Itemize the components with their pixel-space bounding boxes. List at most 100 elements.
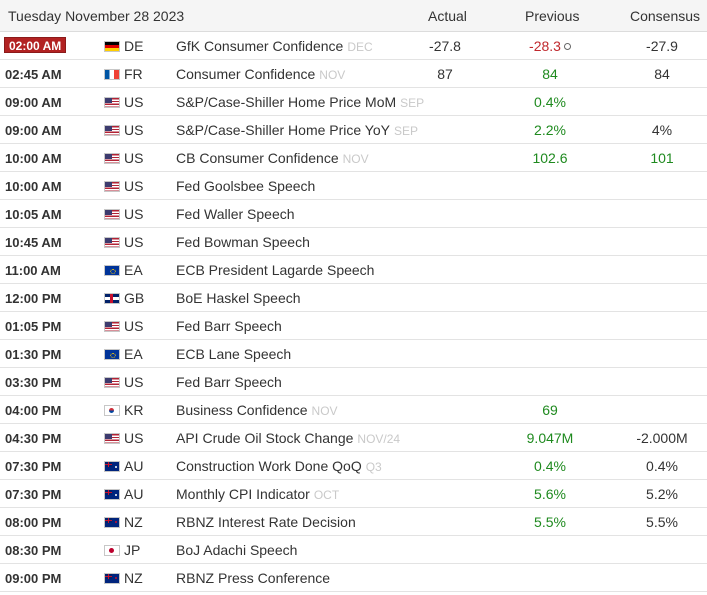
- event-name: Fed Goolsbee Speech: [176, 178, 316, 194]
- previous-value-text: 9.047M: [526, 430, 574, 446]
- event-time: 09:00 AM: [5, 95, 62, 110]
- event-name: RBNZ Interest Rate Decision: [176, 514, 356, 530]
- event-name-link[interactable]: CB Consumer Confidence NOV: [176, 150, 369, 166]
- event-name-link[interactable]: Fed Bowman Speech: [176, 234, 310, 250]
- event-country: US: [124, 94, 144, 110]
- us-flag-icon: [104, 377, 120, 388]
- event-country: US: [124, 150, 144, 166]
- revised-indicator-icon[interactable]: [563, 42, 571, 50]
- event-row[interactable]: 11:00 AM EA ECB President Lagarde Speech: [0, 256, 707, 284]
- event-row[interactable]: 01:30 PM EA ECB Lane Speech: [0, 340, 707, 368]
- event-name: CB Consumer Confidence: [176, 150, 339, 166]
- event-name-link[interactable]: S&P/Case-Shiller Home Price YoY SEP: [176, 122, 418, 138]
- column-header-consensus[interactable]: Consensus: [630, 8, 701, 24]
- event-previous-value: 9.047M: [510, 430, 590, 446]
- event-reference-period: Q3: [365, 460, 382, 474]
- event-row[interactable]: 10:00 AM US Fed Goolsbee Speech: [0, 172, 707, 200]
- consensus-value-text: 5.5%: [646, 514, 678, 530]
- event-name-link[interactable]: ECB Lane Speech: [176, 346, 291, 362]
- event-name-link[interactable]: API Crude Oil Stock Change NOV/24: [176, 430, 400, 446]
- event-name-link[interactable]: S&P/Case-Shiller Home Price MoM SEP: [176, 94, 424, 110]
- event-reference-period: NOV: [319, 68, 346, 82]
- event-previous-value: -28.3: [510, 38, 590, 54]
- consensus-value-text: 5.2%: [646, 486, 678, 502]
- us-flag-icon: [104, 237, 120, 248]
- event-consensus-value: 84: [622, 66, 702, 82]
- event-country: US: [124, 430, 144, 446]
- event-row[interactable]: 08:00 PM NZ RBNZ Interest Rate Decision 5.5…: [0, 508, 707, 536]
- actual-value-text: 87: [437, 66, 453, 82]
- event-row[interactable]: 07:30 PM AU Construction Work Done QoQ Q3 0.…: [0, 452, 707, 480]
- event-name: Consumer Confidence: [176, 66, 316, 82]
- event-time: 07:30 PM: [5, 487, 62, 502]
- event-name-link[interactable]: Fed Goolsbee Speech: [176, 178, 315, 194]
- previous-value-text: 69: [542, 402, 558, 418]
- event-row[interactable]: 02:45 AM FR Consumer Confidence NOV 87 84 84: [0, 60, 707, 88]
- column-header-previous[interactable]: Previous: [525, 8, 580, 24]
- event-row[interactable]: 02:00 AM DE GfK Consumer Confidence DEC -27.…: [0, 32, 707, 60]
- event-name-link[interactable]: Fed Barr Speech: [176, 318, 282, 334]
- event-name-link[interactable]: RBNZ Interest Rate Decision: [176, 514, 356, 530]
- event-country: AU: [124, 458, 144, 474]
- event-country: US: [124, 178, 144, 194]
- event-name-link[interactable]: GfK Consumer Confidence DEC: [176, 38, 373, 54]
- kr-flag-icon: [104, 405, 120, 416]
- consensus-value-text: 84: [654, 66, 670, 82]
- event-row[interactable]: 09:00 PM NZ RBNZ Press Conference: [0, 564, 707, 592]
- event-name-link[interactable]: Business Confidence NOV: [176, 402, 338, 418]
- event-name: Business Confidence: [176, 402, 308, 418]
- event-country: US: [124, 374, 144, 390]
- event-previous-value: 0.4%: [510, 94, 590, 110]
- event-name-link[interactable]: Monthly CPI Indicator OCT: [176, 486, 339, 502]
- event-row[interactable]: 10:00 AM US CB Consumer Confidence NOV 102.6…: [0, 144, 707, 172]
- event-row[interactable]: 09:00 AM US S&P/Case-Shiller Home Price Yo…: [0, 116, 707, 144]
- event-row[interactable]: 09:00 AM US S&P/Case-Shiller Home Price Mo…: [0, 88, 707, 116]
- event-name: API Crude Oil Stock Change: [176, 430, 354, 446]
- consensus-value-text: 4%: [651, 122, 673, 138]
- event-name-link[interactable]: Consumer Confidence NOV: [176, 66, 345, 82]
- column-header-actual[interactable]: Actual: [428, 8, 467, 24]
- event-country: NZ: [124, 570, 143, 586]
- jp-flag-icon: [104, 545, 120, 556]
- event-name-link[interactable]: BoJ Adachi Speech: [176, 542, 297, 558]
- event-row[interactable]: 04:30 PM US API Crude Oil Stock Change NOV/…: [0, 424, 707, 452]
- calendar-header: Tuesday November 28 2023 Actual Previous…: [0, 0, 707, 32]
- event-name-link[interactable]: Fed Waller Speech: [176, 206, 295, 222]
- event-time: 04:30 PM: [5, 431, 62, 446]
- fr-flag-icon: [104, 69, 120, 80]
- event-country: FR: [124, 66, 143, 82]
- event-consensus-value: -27.9: [622, 38, 702, 54]
- event-time: 12:00 PM: [5, 291, 62, 306]
- event-name: RBNZ Press Conference: [176, 570, 331, 586]
- event-name: S&P/Case-Shiller Home Price YoY: [176, 122, 390, 138]
- gb-flag-icon: [104, 293, 120, 304]
- event-country: EA: [124, 346, 143, 362]
- event-row[interactable]: 10:45 AM US Fed Bowman Speech: [0, 228, 707, 256]
- ea-flag-icon: [104, 349, 120, 360]
- event-country: NZ: [124, 514, 143, 530]
- event-name-link[interactable]: RBNZ Press Conference: [176, 570, 330, 586]
- event-name-link[interactable]: ECB President Lagarde Speech: [176, 262, 374, 278]
- event-name-link[interactable]: Construction Work Done QoQ Q3: [176, 458, 382, 474]
- consensus-value-text: -27.9: [646, 38, 678, 54]
- previous-value-text: 5.5%: [534, 514, 566, 530]
- event-row[interactable]: 07:30 PM AU Monthly CPI Indicator OCT 5.6% 5.…: [0, 480, 707, 508]
- event-name-link[interactable]: BoE Haskel Speech: [176, 290, 301, 306]
- event-row[interactable]: 08:30 PM JP BoJ Adachi Speech: [0, 536, 707, 564]
- actual-value-text: -27.8: [429, 38, 461, 54]
- previous-value-text: 0.4%: [534, 458, 566, 474]
- event-name: BoJ Adachi Speech: [176, 542, 298, 558]
- event-row[interactable]: 10:05 AM US Fed Waller Speech: [0, 200, 707, 228]
- event-row[interactable]: 01:05 PM US Fed Barr Speech: [0, 312, 707, 340]
- event-time: 08:00 PM: [5, 515, 62, 530]
- event-row[interactable]: 04:00 PM KR Business Confidence NOV 69: [0, 396, 707, 424]
- event-consensus-value: 4%: [622, 122, 702, 138]
- event-country: GB: [124, 290, 145, 306]
- us-flag-icon: [104, 209, 120, 220]
- event-row[interactable]: 12:00 PM GB BoE Haskel Speech: [0, 284, 707, 312]
- event-reference-period: NOV/24: [357, 432, 401, 446]
- event-name: Fed Bowman Speech: [176, 234, 310, 250]
- previous-value-text: 5.6%: [534, 486, 566, 502]
- event-name-link[interactable]: Fed Barr Speech: [176, 374, 282, 390]
- event-row[interactable]: 03:30 PM US Fed Barr Speech: [0, 368, 707, 396]
